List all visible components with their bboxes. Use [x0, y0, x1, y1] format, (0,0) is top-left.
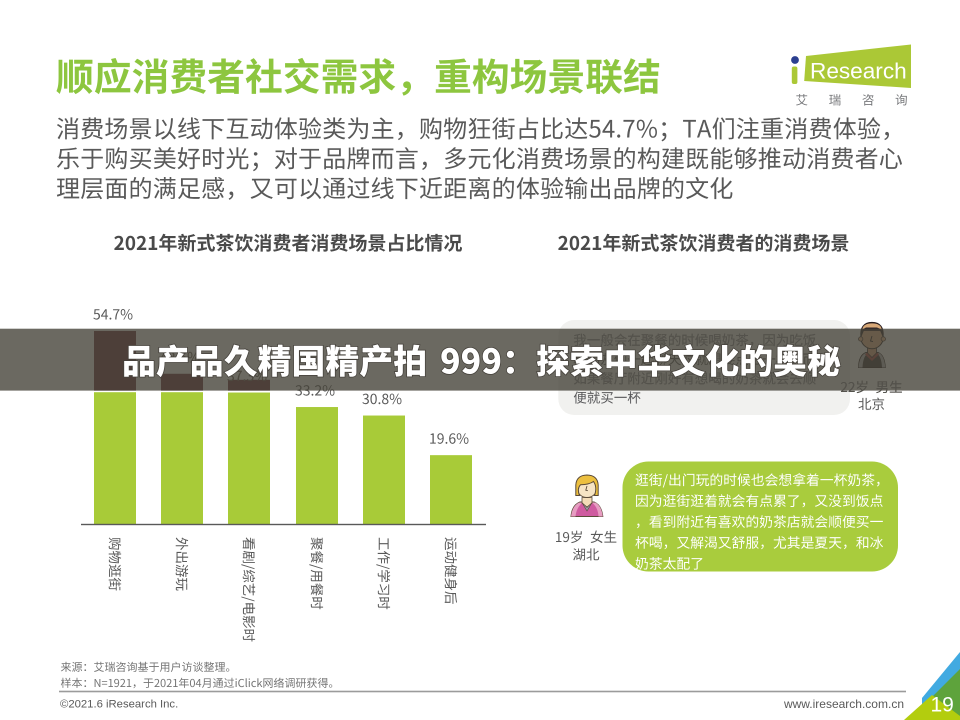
svg-text:19: 19	[931, 694, 954, 717]
svg-text:www.iresearch.com.cn: www.iresearch.com.cn	[783, 697, 904, 711]
svg-text:Research: Research	[810, 58, 907, 83]
svg-text:©2021.6 iResearch Inc.: ©2021.6 iResearch Inc.	[60, 698, 178, 710]
